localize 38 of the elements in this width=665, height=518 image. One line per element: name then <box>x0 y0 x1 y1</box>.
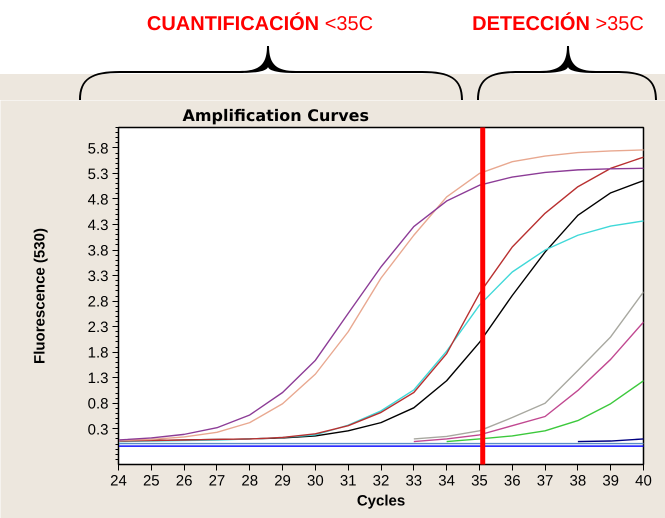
x-axis-title: Cycles <box>356 492 406 510</box>
text: CUANTIFICACIÓN <35C <box>146 12 374 35</box>
x-tick-label: 40 <box>635 472 652 490</box>
line-series <box>446 380 644 442</box>
y-tick-label: 5.8 <box>88 140 109 158</box>
x-tick-label: 36 <box>504 472 521 490</box>
text: DETECCIÓN >35C <box>472 12 644 35</box>
y-tick-label: 3.3 <box>88 268 109 286</box>
chart-title: Amplification Curves <box>182 106 370 125</box>
x-tick-label: 25 <box>142 472 160 490</box>
x-tick-label: 29 <box>274 472 291 490</box>
x-tick-label: 35 <box>471 472 488 490</box>
x-tick-label: 24 <box>110 472 127 490</box>
line-series <box>118 220 644 442</box>
y-tick-label: 0.3 <box>88 421 109 438</box>
y-tick-label: 2.8 <box>88 294 109 311</box>
x-tick-label: 38 <box>570 472 586 490</box>
x-tick-label: 31 <box>340 472 357 490</box>
y-tick-label: 4.8 <box>88 191 109 208</box>
y-tick-label: 5.3 <box>88 166 109 183</box>
y-tick-label: 1.8 <box>88 344 109 362</box>
y-tick-label: 1.3 <box>88 370 109 388</box>
y-axis-title: Fluorescence (530) <box>32 228 49 364</box>
y-tick-label: 3.8 <box>88 242 109 260</box>
x-tick-label: 34 <box>438 472 455 490</box>
line-series <box>413 321 644 442</box>
x-tick-label: 39 <box>602 472 620 490</box>
x-tick-label: 26 <box>176 472 192 490</box>
y-tick-label: 4.3 <box>88 217 109 234</box>
x-tick-label: 28 <box>241 472 258 490</box>
y-tick-label: 2.3 <box>88 319 109 336</box>
y-tick-label: 0.8 <box>88 396 109 413</box>
x-tick-label: 37 <box>536 472 554 490</box>
line-series <box>413 291 644 440</box>
x-tick-label: 33 <box>405 472 422 490</box>
x-tick-label: 32 <box>372 472 390 490</box>
x-tick-label: 27 <box>208 472 226 490</box>
x-tick-label: 30 <box>307 472 324 490</box>
